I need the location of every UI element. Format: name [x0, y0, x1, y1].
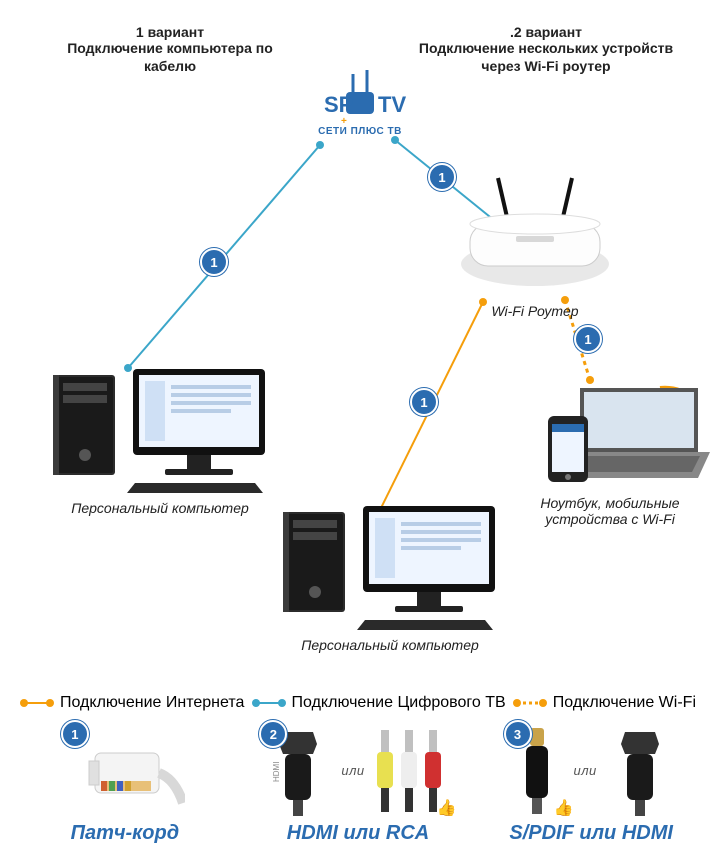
cable-row: 1 Патч-корд 2 HDMI или: [10, 724, 706, 845]
badge-edge-4: 1: [574, 325, 602, 353]
pc-bottom-node: Персональный компьютер: [275, 492, 505, 653]
hub-sub: СЕТИ ПЛЮС ТВ: [318, 126, 402, 137]
laptop-icon: [510, 370, 710, 490]
option-2-block: .2 вариант Подключение нескольких устрой…: [416, 24, 676, 75]
laptop-label: Ноутбук, мобильные устройства с Wi-Fi: [520, 495, 700, 527]
option-1-num: 1 вариант: [40, 24, 300, 40]
cable-2-title: HDMI или RCA: [287, 822, 429, 845]
legend-wifi: Подключение Wi-Fi: [513, 694, 696, 712]
hdmi-icon-2: [605, 724, 675, 816]
hub-logo: SP + TV СЕТИ ПЛЮС ТВ: [300, 68, 420, 153]
thumbs-up-icon: 👍: [437, 798, 457, 818]
svg-text:HDMI: HDMI: [272, 762, 281, 782]
pc-left-label: Персональный компьютер: [45, 500, 275, 516]
legend: Подключение Интернета Подключение Цифров…: [20, 694, 696, 712]
option-1-title: Подключение компьютера по кабелю: [40, 40, 300, 75]
desktop-icon-2: [275, 492, 505, 632]
badge-edge-3: 1: [410, 388, 438, 416]
hub-sp: SP: [324, 92, 353, 117]
cable-3: 3 или 👍 S/PDIF или HDMI: [476, 724, 706, 845]
option-1-block: 1 вариант Подключение компьютера по кабе…: [40, 24, 300, 75]
option-2-num: .2 вариант: [416, 24, 676, 40]
thumbs-up-icon-2: 👍: [554, 798, 574, 818]
legend-tv: Подключение Цифрового ТВ: [252, 694, 506, 712]
legend-wifi-txt: Подключение Wi-Fi: [553, 694, 696, 712]
cable-1-title: Патч-корд: [71, 822, 180, 845]
router-node: Wi-Fi Роутер: [450, 168, 620, 319]
legend-internet: Подключение Интернета: [20, 694, 244, 712]
desktop-icon: [45, 355, 275, 495]
legend-tv-txt: Подключение Цифрового ТВ: [292, 694, 506, 712]
option-2-title: Подключение нескольких устройств через W…: [416, 40, 676, 75]
legend-internet-txt: Подключение Интернета: [60, 694, 244, 712]
cable-3-title: S/PDIF или HDMI: [509, 822, 673, 845]
badge-edge-1: 1: [200, 248, 228, 276]
pc-bottom-label: Персональный компьютер: [275, 637, 505, 653]
pc-left-node: Персональный компьютер: [45, 355, 275, 516]
router-label: Wi-Fi Роутер: [450, 303, 620, 319]
cable-3-badge: 3: [504, 720, 532, 748]
cable-3-ili: или: [574, 763, 597, 778]
cable-1: 1 Патч-корд: [10, 724, 240, 845]
router-icon: [450, 168, 620, 298]
cable-2-ili: или: [341, 763, 364, 778]
laptop-node: Ноутбук, мобильные устройства с Wi-Fi: [510, 370, 710, 527]
hub-tv: TV: [378, 92, 406, 117]
cable-2: 2 HDMI или 👍 HDMI или RCA: [243, 724, 473, 845]
cable-1-badge: 1: [61, 720, 89, 748]
